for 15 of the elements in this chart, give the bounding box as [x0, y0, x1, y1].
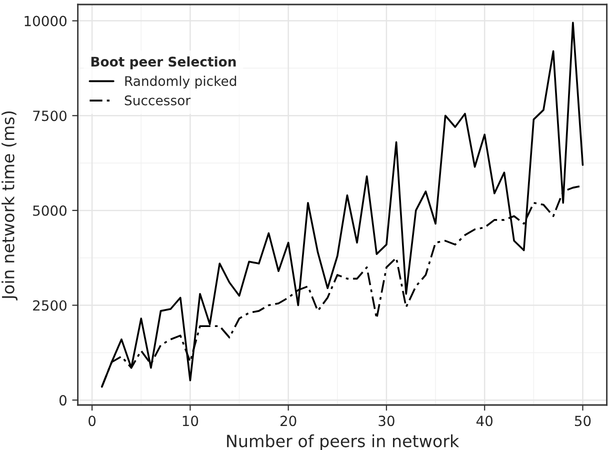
legend-title: Boot peer Selection	[91, 56, 236, 70]
y-tick-label: 5000	[33, 205, 66, 216]
y-tick-label: 7500	[33, 110, 66, 122]
y-tick-label: 10000	[24, 16, 66, 26]
legend-label: Successor	[124, 95, 191, 106]
x-tick-label: 0	[88, 416, 96, 426]
x-tick-label: 10	[182, 416, 198, 426]
x-tick-label: 30	[378, 416, 394, 426]
y-tick-label: 2500	[33, 300, 66, 311]
y-axis-title: Join network time (ms)	[2, 111, 18, 300]
x-tick-label: 40	[476, 416, 493, 426]
x-tick-label: 50	[574, 416, 591, 426]
legend-label: Randomly picked	[125, 76, 236, 89]
x-tick-label: 20	[280, 416, 296, 426]
y-tick-label: 0	[59, 395, 66, 406]
